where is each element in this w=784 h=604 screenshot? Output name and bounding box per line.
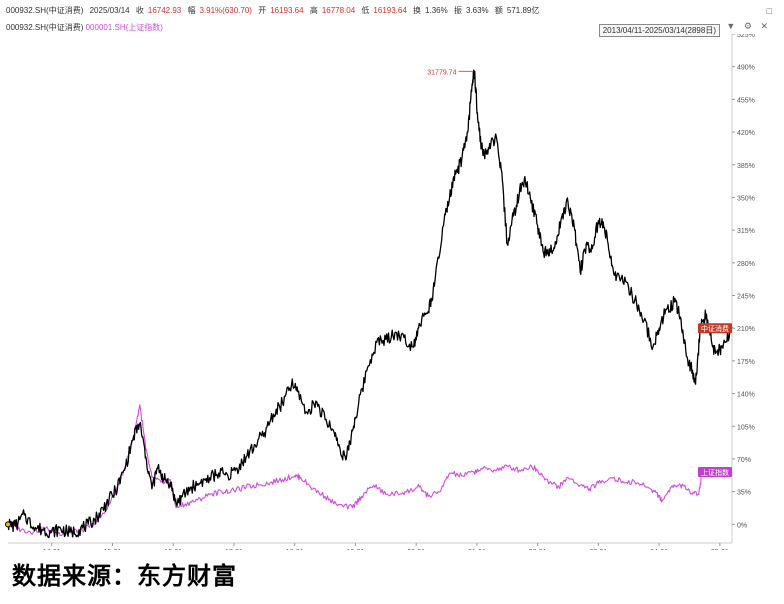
x-tick-label: 23-01 [589,549,607,550]
quote-date: 2025/03/14 [89,6,130,15]
x-tick-label: 16-01 [164,549,182,550]
quote-bar: 000932.SH(中证消费) 2025/03/14 收 16742.93 幅 3.… [6,4,766,18]
high-label: 高 [309,6,318,15]
low-value: 16193.64 [373,6,407,15]
low-label: 低 [361,6,370,15]
y-tick-label: 525% [737,34,755,39]
y-tick-label: 245% [737,294,755,301]
close-label: 收 [135,6,144,15]
turnover-label: 换 [413,6,422,15]
maximize-icon[interactable]: □ [766,6,772,16]
y-tick-label: 140% [737,392,755,399]
y-tick-label: 350% [737,195,755,202]
y-tick-label: 385% [737,163,755,170]
series-line-ref [7,404,733,537]
y-tick-label: 455% [737,97,755,104]
data-source-caption: 数据来源：东方财富 [12,563,237,590]
series-legend: 000932.SH(中证消费) 000001.SH(上证指数) [6,22,163,34]
change-value: 3.91%(630.70) [199,6,252,15]
x-tick-label: 15-01 [104,549,122,550]
y-tick-label: 175% [737,359,755,366]
y-tick-label: 490% [737,65,755,72]
end-tag-main: 中证消费 [701,324,729,333]
series-line-main [7,69,733,539]
settings-icon[interactable]: ⚙ [743,21,752,31]
change-label: 幅 [187,6,196,15]
close-value: 16742.93 [147,6,182,15]
y-tick-label: 0% [737,522,747,529]
end-tag-main-bg [698,323,732,334]
y-tick-label: 315% [737,228,755,235]
dropdown-icon[interactable]: ▼ [726,21,736,31]
y-tick-label: 280% [737,261,755,268]
legend-main[interactable]: 000932.SH(中证消费) [6,23,84,32]
amount-label: 额 [494,6,503,15]
y-tick-label: 70% [737,457,751,464]
x-tick-label: 25-01 [711,549,729,550]
x-tick-label: 20-01 [407,549,425,550]
x-tick-label: 14-01 [43,549,61,550]
legend-ref[interactable]: 000001.SH(上证指数) [85,23,163,32]
date-range-selector[interactable]: 2013/04/11-2025/03/14(2898日) [598,24,720,37]
chart-canvas: 525% 490% 455% 420% 385% 350% 315% 280% 245% 210%… [5,34,755,550]
x-tick-label: 22-01 [529,549,547,550]
high-value: 16778.04 [321,6,356,15]
y-tick-label: 105% [737,424,755,431]
end-tag-ref-bg [698,467,732,478]
x-tick-label: 21-01 [468,549,486,550]
open-label: 开 [258,6,267,15]
start-marker [5,521,11,528]
y-tick-label: 420% [737,130,755,137]
security-code: 000932.SH(中证消费) [6,6,84,15]
toolbar-icons: ▼ ⚙ ✕ [720,21,768,32]
close-icon[interactable]: ✕ [760,21,768,31]
y-tick-label: 35% [737,490,751,497]
x-tick-label: 19-01 [346,549,364,550]
x-tick-label: 18-01 [286,549,304,550]
window-controls: □ [767,6,772,16]
peak-annotation: 31779.74 [427,69,456,76]
x-tick-label: 17-01 [225,549,243,550]
turnover-value: 1.36% [425,6,448,15]
amplitude-value: 3.63% [465,6,489,15]
end-tag-ref: 上证指数 [701,468,729,477]
amplitude-label: 振 [453,6,462,15]
amount-value: 571.89亿 [506,6,540,15]
x-tick-label: 24-01 [650,549,668,550]
open-value: 16193.64 [270,6,304,15]
y-tick-label: 210% [737,326,755,333]
